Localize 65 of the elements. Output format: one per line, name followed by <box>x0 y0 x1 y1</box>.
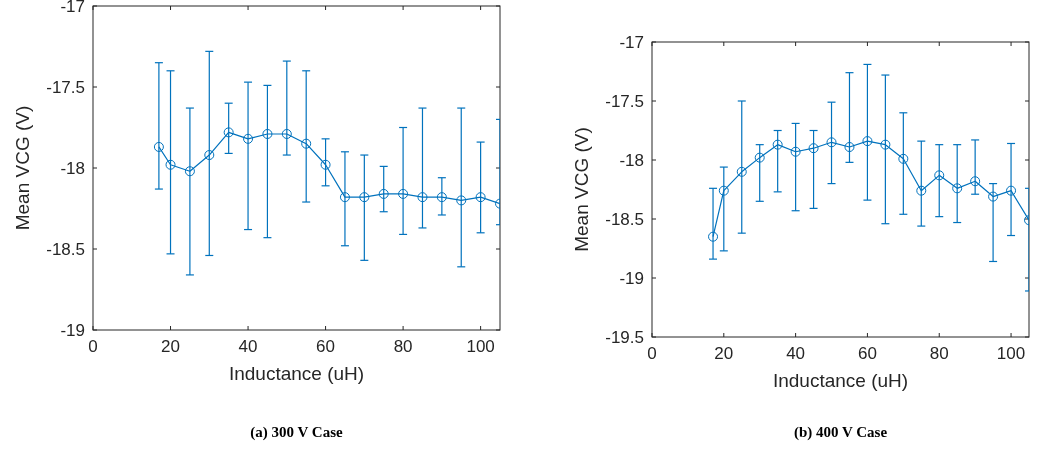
y-tick-label: -19 <box>60 321 85 340</box>
point <box>708 231 719 242</box>
point <box>772 139 783 150</box>
point <box>862 136 873 147</box>
point <box>436 192 447 203</box>
point <box>359 192 370 203</box>
point <box>970 176 981 187</box>
x-tick-label: 40 <box>786 344 806 363</box>
x-tick-label: 0 <box>88 337 98 356</box>
point <box>808 143 819 154</box>
x-tick-label: 20 <box>714 344 734 363</box>
point <box>1006 185 1017 196</box>
point <box>736 166 747 177</box>
text: (b) 400 V Case <box>793 424 888 441</box>
y-tick-label: -17 <box>60 0 85 16</box>
point <box>378 188 389 199</box>
point <box>988 191 999 202</box>
point <box>417 192 428 203</box>
x-axis-title: Inductance (uH) <box>772 370 909 391</box>
point <box>153 141 164 152</box>
point <box>475 192 486 203</box>
point <box>398 188 409 199</box>
x-tick-label: 40 <box>238 337 258 356</box>
point <box>826 137 837 148</box>
y-tick-label: -18.5 <box>46 240 85 259</box>
y-axis-title: Mean VCG (V) <box>12 105 33 231</box>
y-axis-title: Mean VCG (V) <box>571 127 592 252</box>
x-tick-label: 60 <box>857 344 877 363</box>
point <box>790 146 801 157</box>
y-tick-label: -17 <box>619 33 644 52</box>
y-tick-label: -19 <box>619 269 644 288</box>
point <box>898 153 909 164</box>
x-axis-title: Inductance (uH) <box>228 363 365 384</box>
point <box>301 138 312 149</box>
point <box>339 192 350 203</box>
x-tick-label: 60 <box>316 337 336 356</box>
point <box>281 128 292 139</box>
y-tick-label: -18 <box>60 159 85 178</box>
y-tick-label: -19.5 <box>605 328 644 347</box>
point <box>718 185 729 196</box>
y-tick-label: -18.5 <box>605 210 644 229</box>
y-tick-label: -17.5 <box>605 92 644 111</box>
x-tick-label: 0 <box>647 344 657 363</box>
x-tick-label: 20 <box>161 337 180 356</box>
point <box>916 185 927 196</box>
x-tick-label: 100 <box>996 344 1026 363</box>
point <box>320 159 331 170</box>
point <box>243 133 254 144</box>
y-tick-label: -17.5 <box>46 78 85 97</box>
point <box>934 170 945 181</box>
point <box>880 139 891 150</box>
x-tick-label: 80 <box>393 337 413 356</box>
y-tick-label: -18 <box>619 151 644 170</box>
x-tick-label: 100 <box>466 337 495 356</box>
point <box>184 166 195 177</box>
point <box>223 127 234 138</box>
point <box>456 195 467 206</box>
text: (a) 300 V Case <box>250 424 344 441</box>
point <box>754 152 765 163</box>
point <box>262 128 273 139</box>
point <box>165 159 176 170</box>
x-tick-label: 80 <box>929 344 949 363</box>
point <box>844 142 855 153</box>
point <box>952 183 963 194</box>
point <box>204 150 215 161</box>
